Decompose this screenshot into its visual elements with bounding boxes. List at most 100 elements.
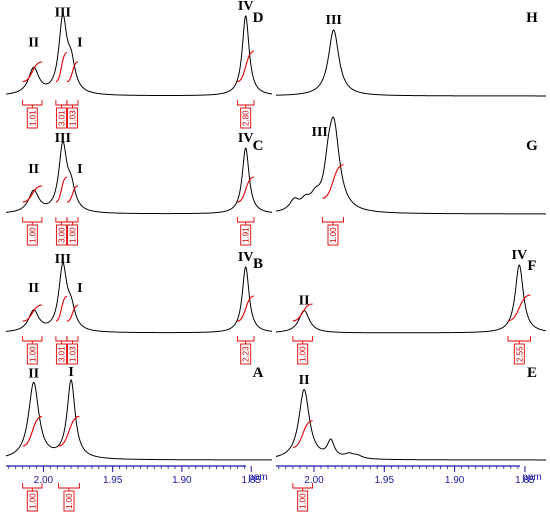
integral-value: 1.00 xyxy=(65,493,74,509)
integral-curve xyxy=(58,415,80,447)
integral-bracket xyxy=(55,217,68,223)
integral-box xyxy=(26,343,38,365)
x-tick-label: 1.95 xyxy=(375,475,395,486)
spectrum-line xyxy=(5,379,272,461)
panel-label: H xyxy=(526,10,538,26)
x-tick-label: 2.00 xyxy=(34,475,54,486)
integral-bracket xyxy=(22,336,43,342)
spectrum-line xyxy=(5,141,273,215)
integral-bracket xyxy=(58,483,80,489)
spectrum-line xyxy=(5,262,273,334)
integral-box xyxy=(240,343,252,365)
peak-label-i: I xyxy=(77,35,82,50)
integral-curve xyxy=(292,420,313,448)
panel-label: G xyxy=(526,138,538,154)
integral-bracket xyxy=(66,336,79,342)
peak-label-ii: II xyxy=(28,281,39,296)
x-tick-label: 1.85 xyxy=(515,475,535,486)
peak-label-iii: III xyxy=(55,131,71,146)
integral-bracket xyxy=(66,100,79,106)
x-axis-label: ppm xyxy=(248,472,267,483)
x-tick-label: 1.95 xyxy=(103,475,123,486)
integral-value: 1.00 xyxy=(28,493,37,509)
integral-curve xyxy=(22,61,43,83)
peak-label-ii: II xyxy=(28,35,39,50)
integral-value: 3.01 xyxy=(57,346,66,362)
integral-curve xyxy=(66,61,79,83)
integral-box xyxy=(63,490,75,512)
peak-label-iv: IV xyxy=(512,248,528,263)
integral-box xyxy=(297,490,309,512)
integral-value: 2.80 xyxy=(242,110,251,126)
integral-curve xyxy=(237,50,255,83)
x-tick-label: 1.90 xyxy=(172,475,192,486)
integral-curve xyxy=(22,416,43,447)
peak-label-iv: IV xyxy=(238,250,254,265)
integral-value: 1.03 xyxy=(69,346,78,362)
integral-curve xyxy=(55,176,68,203)
spectrum-line xyxy=(275,389,546,461)
integral-bracket xyxy=(236,217,255,223)
integral-bracket xyxy=(321,217,344,223)
integral-box xyxy=(67,224,78,246)
spectrum-line xyxy=(275,116,546,215)
integral-bracket xyxy=(55,336,68,342)
spectrum-panel-f: II IVF 1.00 2.55 xyxy=(275,248,547,365)
integral-curve xyxy=(55,295,68,322)
integral-value: 1.00 xyxy=(69,227,78,243)
integral-box xyxy=(240,107,252,129)
panel-label: B xyxy=(253,256,263,272)
integral-box xyxy=(67,343,78,365)
integral-value: 2.23 xyxy=(242,346,251,362)
peak-label-iii: III xyxy=(312,125,328,140)
panel-label: F xyxy=(527,258,536,274)
integral-box xyxy=(26,224,38,246)
peak-label-ii: II xyxy=(299,373,310,388)
peak-label-i: I xyxy=(77,162,82,177)
integral-value: 1.00 xyxy=(28,346,37,362)
integral-bracket xyxy=(66,217,79,223)
panel-label: C xyxy=(253,138,264,154)
integral-box xyxy=(327,224,339,246)
panel-label: D xyxy=(253,10,264,26)
integral-value: 1.00 xyxy=(299,346,308,362)
integral-bracket xyxy=(55,100,68,106)
integral-curve xyxy=(322,164,344,199)
integral-box xyxy=(55,224,67,246)
integral-bracket xyxy=(22,100,43,106)
integral-bracket xyxy=(236,100,255,106)
x-tick-label: 1.85 xyxy=(241,475,261,486)
x-tick-label: 1.90 xyxy=(445,475,465,486)
integral-value: 1.03 xyxy=(69,110,78,126)
peak-label-iii: III xyxy=(55,252,71,267)
integral-box xyxy=(26,107,38,129)
peak-label-ii: II xyxy=(299,294,310,309)
spectrum-panel-g: III G 1.00 xyxy=(275,116,546,246)
peak-label-i: I xyxy=(77,281,82,296)
integral-box xyxy=(240,224,252,246)
integral-curve xyxy=(66,304,79,322)
integral-value: 3.00 xyxy=(57,227,66,243)
integral-bracket xyxy=(22,217,43,223)
peak-label-i: I xyxy=(68,365,73,380)
integral-value: 1.00 xyxy=(28,227,37,243)
integral-value: 1.00 xyxy=(329,227,338,243)
integral-curve xyxy=(22,304,43,322)
integral-value: 1.01 xyxy=(28,110,37,126)
integral-curve xyxy=(507,294,531,322)
integral-curve xyxy=(292,303,313,322)
integral-box xyxy=(513,343,525,365)
spectrum-line xyxy=(275,264,547,334)
peak-label-iii: III xyxy=(55,5,71,20)
integral-bracket xyxy=(236,336,255,342)
integral-value: 3.01 xyxy=(57,110,66,126)
spectrum-line xyxy=(275,29,546,97)
peak-label-ii: II xyxy=(28,367,39,382)
integral-curve xyxy=(237,176,255,203)
peak-label-iii: III xyxy=(326,13,342,28)
